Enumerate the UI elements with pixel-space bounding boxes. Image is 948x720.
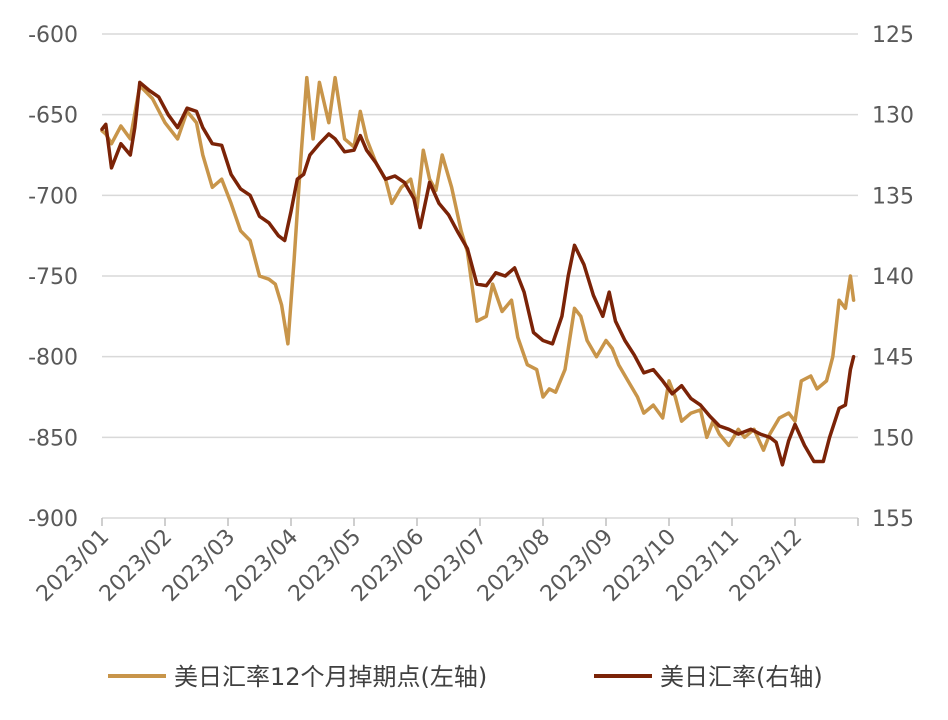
series-lines [100,75,856,467]
right-y-tick-label: 150 [872,426,914,451]
left-y-tick-label: -700 [28,184,78,209]
legend-label: 美日汇率12个月掉期点(左轴) [174,663,487,691]
left-y-tick-label: -600 [28,23,78,48]
right-y-tick-label: 130 [872,104,914,129]
legend-label: 美日汇率(右轴) [660,663,823,691]
grid-lines [102,33,858,519]
swap-points-line [100,75,856,452]
right-y-tick-label: 140 [872,265,914,290]
left-y-tick-label: -800 [28,346,78,371]
legend: 美日汇率12个月掉期点(左轴) 美日汇率(右轴) [108,663,823,691]
right-y-tick-label: 135 [872,184,914,209]
left-y-axis: -600 -650 -700 -750 -800 -850 -900 [28,23,78,532]
left-y-tick-label: -650 [28,104,78,129]
left-y-tick-label: -750 [28,265,78,290]
right-y-tick-label: 145 [872,346,914,371]
right-y-axis: 125 130 135 140 145 150 155 [872,23,914,532]
right-y-tick-label: 155 [872,507,914,532]
x-axis: 2023/012023/022023/032023/042023/052023/… [32,518,859,607]
usdjpy-line [100,80,856,467]
left-y-tick-label: -850 [28,426,78,451]
right-y-tick-label: 125 [872,23,914,48]
left-y-tick-label: -900 [28,507,78,532]
